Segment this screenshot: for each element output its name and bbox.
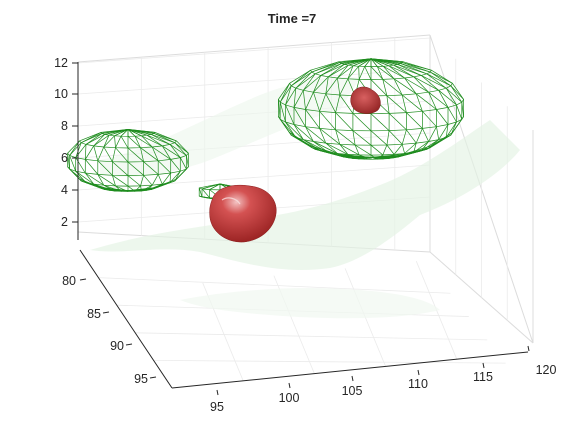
z-tick-labels: 2 4 6 8 10 12 — [54, 56, 68, 229]
x-tick-labels: 95 100 105 110 115 120 — [210, 363, 556, 414]
grid-line — [135, 333, 487, 340]
grid-line — [154, 360, 506, 363]
z-tick-label: 6 — [61, 151, 68, 165]
x-tick — [528, 346, 529, 351]
x-tick — [483, 363, 484, 368]
z-tick-label: 10 — [54, 87, 68, 101]
x-tick-label: 95 — [210, 400, 224, 414]
wireframe-large — [290, 133, 451, 156]
x-tick — [418, 370, 419, 375]
y-tick-labels: 80 85 90 95 — [62, 274, 148, 386]
x-tick-label: 105 — [342, 384, 363, 398]
x-tick-label: 120 — [536, 363, 557, 377]
x-tick-label: 115 — [473, 370, 493, 384]
red-isosurface-small — [351, 87, 381, 114]
x-tick — [352, 376, 353, 381]
x-tick-label: 110 — [408, 377, 428, 391]
y-tick — [103, 312, 109, 313]
y-tick-label: 80 — [62, 274, 76, 288]
z-tick-label: 8 — [61, 119, 68, 133]
y-tick — [150, 377, 156, 378]
y-tick — [80, 279, 86, 280]
z-tick-label: 4 — [61, 183, 68, 197]
grid-line — [78, 69, 430, 94]
z-tick-label: 2 — [61, 215, 68, 229]
z-tick-label: 12 — [54, 56, 68, 70]
x-tick-label: 100 — [279, 391, 300, 405]
x-tick — [289, 383, 290, 388]
y-tick-label: 85 — [87, 307, 101, 321]
x-tick — [217, 390, 218, 395]
y-tick-label: 90 — [110, 339, 124, 353]
y-tick-label: 95 — [134, 372, 148, 386]
y-tick — [126, 344, 132, 345]
wireframe-left — [102, 129, 155, 136]
chart-title: Time =7 — [268, 11, 317, 26]
